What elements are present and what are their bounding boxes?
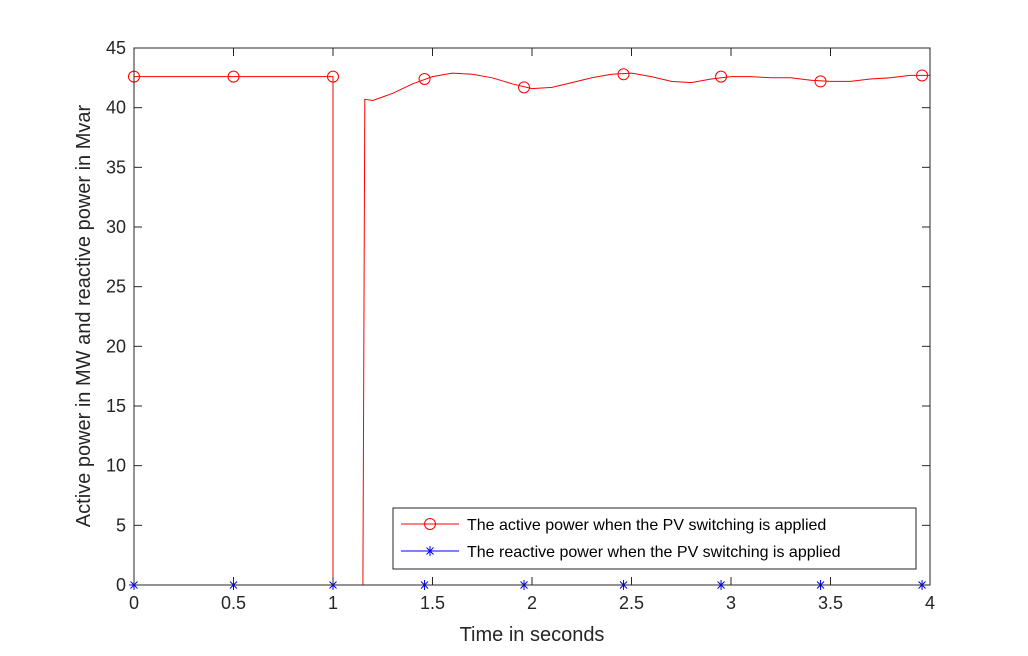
series-line-1 [134,72,930,586]
y-tick-label: 25 [106,277,126,297]
y-tick-label: 0 [116,575,126,595]
series-1-marker [814,75,827,88]
series-1-marker [916,69,929,82]
y-tick-label: 45 [106,38,126,58]
series-1-marker [715,70,728,83]
legend-label: The active power when the PV switching i… [467,517,826,534]
x-tick-label: 3.5 [818,593,843,613]
y-tick-label: 5 [116,515,126,535]
legend-marker [424,518,436,530]
legend-label: The reactive power when the PV switching… [467,544,841,561]
series-1-marker [418,73,431,86]
series-1-marker [227,70,240,83]
x-axis-title: Time in seconds [460,624,605,646]
legend-marker [425,546,435,556]
x-tick-label: 2 [527,593,537,613]
y-tick-label: 10 [106,456,126,476]
y-tick-label: 30 [106,217,126,237]
y-tick-label: 40 [106,98,126,118]
series-1-marker [327,70,339,83]
x-tick-label: 1 [328,593,338,613]
x-tick-label: 2.5 [619,593,644,613]
series-1-marker [518,81,531,94]
y-tick-label: 35 [106,157,126,177]
y-tick-label: 15 [106,396,126,416]
x-tick-label: 0.5 [221,593,246,613]
series-1-marker [617,68,630,81]
x-tick-label: 0 [129,593,139,613]
legend: The active power when the PV switching i… [392,507,917,570]
plot-area [134,48,930,585]
x-tick-label: 3 [726,593,736,613]
x-tick-label: 1.5 [420,593,445,613]
legend-box [392,507,917,570]
y-tick-label: 20 [106,336,126,356]
x-tick-label: 4 [925,593,935,613]
y-axis-title: Active power in MW and reactive power in… [73,104,95,527]
